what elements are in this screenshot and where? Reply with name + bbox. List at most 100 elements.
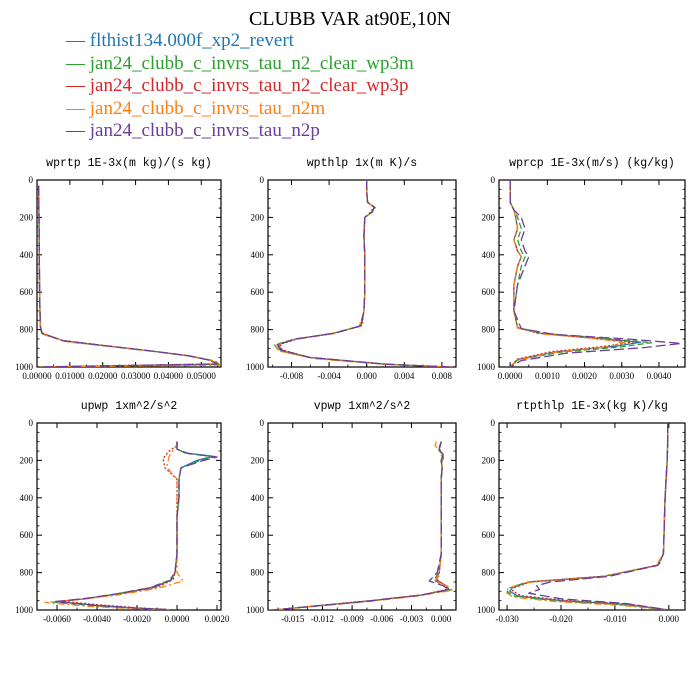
series-line [56,441,214,610]
x-tick-label: -0.015 [281,614,305,624]
y-tick-label: 600 [482,530,496,540]
series-line [52,441,216,610]
x-tick-label: 0.05000 [187,371,217,381]
x-tick-label: 0.02000 [88,371,118,381]
legend-entry: — jan24_clubb_c_invrs_tau_n2p [66,120,414,143]
series-line [509,180,627,367]
chart-panel: wprtp 1E-3x(m kg)/(s kg) 0 200 400 600 800 100… [15,157,222,381]
legend-label: jan24_clubb_c_invrs_tau_n2p [89,120,320,141]
series-line [37,185,219,367]
x-tick-label: -0.012 [311,614,334,624]
y-tick-label: 400 [482,250,496,260]
series-group [505,423,669,610]
x-tick-label: -0.020 [549,614,573,624]
y-tick-label: 200 [251,212,265,222]
plot-frame [498,179,686,368]
x-tick-label: 0.0010 [535,371,560,381]
legend-dash: — [66,30,90,51]
series-line [528,423,669,610]
y-tick-label: 1000 [246,362,265,372]
plot-frame [36,179,222,368]
series-line [37,185,221,367]
series-line [272,441,450,610]
x-tick-label: -0.003 [400,614,424,624]
series-line [279,180,448,367]
x-tick-label: 0.0020 [205,614,230,624]
y-tick-label: 800 [482,568,496,578]
y-tick-label: 200 [482,455,496,465]
series-line [274,180,453,367]
x-tick-label: 0.000 [659,614,680,624]
series-line [509,180,682,367]
series-group [509,180,682,367]
x-tick-label: 0.0000 [498,371,523,381]
chart-panel: vpwp 1xm^2/s^2 0 200 400 600 800 1000 -0.015 -0.… [246,400,457,624]
legend-label: jan24_clubb_c_invrs_tau_n2_clear_wp3m [89,52,414,74]
series-group [37,185,221,367]
y-tick-label: 200 [482,212,496,222]
series-group [44,441,218,610]
legend-dash: — [66,52,90,74]
y-tick-label: 200 [20,212,34,222]
x-tick-label: 0.0020 [572,371,597,381]
y-tick-label: 800 [251,568,265,578]
plot-frame [267,422,457,611]
y-tick-label: 0 [260,418,265,428]
plot-frame [36,422,222,611]
x-tick-label: -0.0040 [83,614,111,624]
legend-dash: — [66,120,90,141]
y-tick-label: 200 [20,455,34,465]
legend-dash: — [66,75,90,96]
x-tick-label: -0.004 [317,371,341,381]
x-tick-label: 0.03000 [121,371,151,381]
y-tick-label: 400 [482,493,496,503]
legend: — flthist134.000f_xp2_revert — jan24_clu… [66,30,414,143]
x-tick-label: 0.01000 [55,371,85,381]
panel-title: rtpthlp 1E-3x(kg K)/kg [516,400,668,413]
y-tick-label: 600 [20,287,34,297]
y-tick-label: 400 [251,250,265,260]
legend-label: jan24_clubb_c_invrs_tau_n2m [89,97,326,119]
y-tick-label: 800 [20,568,34,578]
y-tick-label: 0 [29,175,34,185]
y-tick-label: 1000 [15,362,34,372]
series-line [37,185,221,367]
y-tick-label: 600 [251,287,265,297]
panel-title: vpwp 1xm^2/s^2 [314,400,411,413]
x-tick-label: 0.000 [357,371,378,381]
y-tick-label: 400 [20,250,34,260]
x-tick-label: 0.000 [431,614,452,624]
x-tick-label: -0.030 [495,614,519,624]
y-tick-label: 1000 [477,605,496,615]
x-tick-label: 0.0000 [165,614,190,624]
x-tick-label: 0.04000 [154,371,184,381]
x-tick-label: -0.0020 [123,614,151,624]
y-tick-label: 400 [251,493,265,503]
y-tick-label: 800 [251,325,265,335]
legend-entry: — jan24_clubb_c_invrs_tau_n2_clear_wp3p [66,75,414,98]
y-tick-label: 0 [491,418,496,428]
series-line [274,441,449,610]
legend-entry: — jan24_clubb_c_invrs_tau_n2_clear_wp3m [66,53,414,76]
x-tick-label: 0.0040 [647,371,672,381]
y-tick-label: 1000 [15,605,34,615]
x-tick-label: 0.00000 [22,371,52,381]
y-tick-label: 1000 [246,605,265,615]
x-tick-label: 0.0030 [609,371,634,381]
y-tick-label: 800 [482,325,496,335]
figure-title: CLUBB VAR at90E,10N [248,8,452,30]
series-line [37,185,218,367]
x-tick-label: 0.004 [394,371,415,381]
legend-label: flthist134.000f_xp2_revert [89,30,294,51]
series-line [270,441,452,610]
series-line [268,441,453,610]
series-line [276,180,450,367]
x-tick-label: -0.006 [370,614,394,624]
x-tick-label: -0.010 [603,614,627,624]
series-line [271,441,449,610]
series-line [509,180,634,367]
chart-panel: wpthlp 1x(m K)/s 0 200 400 600 800 1000 -0.008 -… [246,157,457,381]
y-tick-label: 600 [20,530,34,540]
x-tick-label: -0.008 [280,371,304,381]
